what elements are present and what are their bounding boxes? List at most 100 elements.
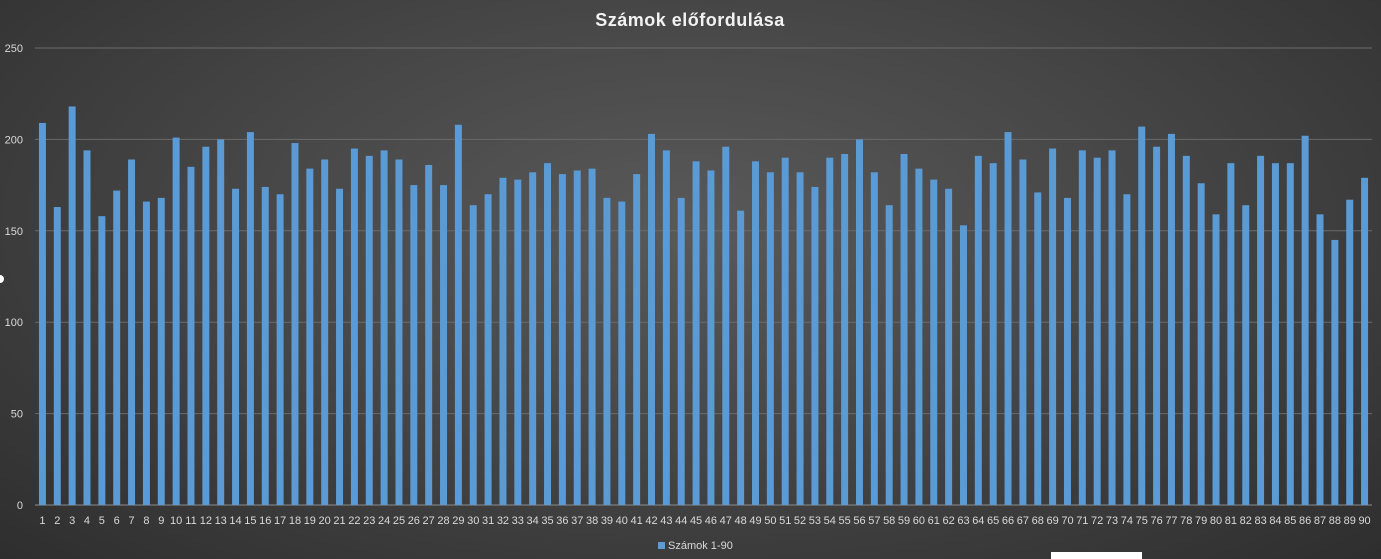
bar-78[interactable] bbox=[1182, 155, 1190, 506]
bar-89[interactable] bbox=[1346, 199, 1354, 505]
bar-75[interactable] bbox=[1138, 126, 1146, 505]
bar-6[interactable] bbox=[113, 190, 121, 506]
x-tick-label: 4 bbox=[84, 515, 90, 527]
bar-20[interactable] bbox=[321, 159, 329, 505]
bar-90[interactable] bbox=[1361, 177, 1369, 505]
bar-88[interactable] bbox=[1331, 239, 1339, 505]
bar-84[interactable] bbox=[1271, 163, 1279, 505]
x-tick-label: 44 bbox=[675, 515, 687, 527]
bar-56[interactable] bbox=[855, 139, 863, 505]
bar-17[interactable] bbox=[276, 194, 284, 506]
bar-57[interactable] bbox=[870, 172, 878, 505]
y-tick-label: 100 bbox=[5, 317, 23, 329]
bar-1[interactable] bbox=[38, 122, 46, 505]
bar-43[interactable] bbox=[662, 150, 670, 506]
x-tick-label: 84 bbox=[1269, 515, 1281, 527]
bar-66[interactable] bbox=[1004, 132, 1012, 505]
bar-63[interactable] bbox=[959, 225, 967, 506]
bar-85[interactable] bbox=[1286, 163, 1294, 505]
bar-10[interactable] bbox=[172, 137, 180, 505]
bar-32[interactable] bbox=[499, 177, 507, 505]
bar-80[interactable] bbox=[1212, 214, 1220, 505]
x-tick-label: 70 bbox=[1061, 515, 1073, 527]
bar-44[interactable] bbox=[677, 197, 685, 505]
bar-30[interactable] bbox=[469, 205, 477, 505]
bar-73[interactable] bbox=[1108, 150, 1116, 506]
bar-67[interactable] bbox=[1019, 159, 1027, 505]
bar-68[interactable] bbox=[1034, 192, 1042, 506]
bar-38[interactable] bbox=[588, 168, 596, 505]
bar-12[interactable] bbox=[202, 146, 210, 505]
bar-27[interactable] bbox=[425, 164, 433, 505]
bar-18[interactable] bbox=[291, 143, 299, 505]
bar-79[interactable] bbox=[1197, 183, 1205, 505]
bar-31[interactable] bbox=[484, 194, 492, 506]
bar-25[interactable] bbox=[395, 159, 403, 505]
bar-7[interactable] bbox=[128, 159, 136, 505]
bar-24[interactable] bbox=[380, 150, 388, 506]
bar-52[interactable] bbox=[796, 172, 804, 505]
bar-39[interactable] bbox=[603, 197, 611, 505]
bar-29[interactable] bbox=[454, 124, 462, 505]
bar-21[interactable] bbox=[336, 188, 344, 506]
bar-42[interactable] bbox=[648, 133, 655, 505]
bar-23[interactable] bbox=[365, 155, 373, 506]
bar-53[interactable] bbox=[811, 186, 819, 506]
bar-35[interactable] bbox=[544, 163, 552, 505]
bar-28[interactable] bbox=[440, 185, 448, 505]
bar-46[interactable] bbox=[707, 170, 715, 505]
bar-51[interactable] bbox=[781, 157, 789, 505]
x-tick-label: 68 bbox=[1032, 515, 1044, 527]
bar-48[interactable] bbox=[737, 210, 745, 505]
bar-2[interactable] bbox=[53, 207, 61, 505]
bar-65[interactable] bbox=[989, 163, 997, 505]
bar-37[interactable] bbox=[573, 170, 581, 505]
bar-49[interactable] bbox=[752, 161, 759, 505]
resize-handle[interactable] bbox=[0, 275, 4, 283]
bar-36[interactable] bbox=[558, 174, 566, 505]
bar-72[interactable] bbox=[1093, 157, 1101, 505]
bar-69[interactable] bbox=[1049, 148, 1057, 506]
bar-59[interactable] bbox=[900, 154, 908, 506]
bar-83[interactable] bbox=[1257, 155, 1265, 506]
bar-14[interactable] bbox=[232, 188, 240, 506]
bar-16[interactable] bbox=[261, 186, 269, 506]
bar-62[interactable] bbox=[945, 188, 953, 506]
x-tick-label: 16 bbox=[259, 515, 271, 527]
bar-70[interactable] bbox=[1063, 197, 1071, 505]
bar-61[interactable] bbox=[930, 179, 938, 505]
bar-77[interactable] bbox=[1167, 133, 1175, 505]
legend-label: Számok 1-90 bbox=[668, 540, 733, 552]
bar-3[interactable] bbox=[68, 106, 76, 505]
bar-74[interactable] bbox=[1123, 194, 1131, 506]
bar-64[interactable] bbox=[974, 155, 982, 506]
bar-4[interactable] bbox=[83, 150, 91, 506]
bar-87[interactable] bbox=[1316, 214, 1324, 505]
bar-15[interactable] bbox=[246, 132, 254, 505]
bar-41[interactable] bbox=[633, 174, 641, 505]
bar-5[interactable] bbox=[98, 216, 106, 505]
bar-40[interactable] bbox=[618, 201, 626, 505]
bar-60[interactable] bbox=[915, 168, 923, 505]
bar-82[interactable] bbox=[1242, 205, 1250, 505]
bar-86[interactable] bbox=[1301, 135, 1309, 505]
bar-81[interactable] bbox=[1227, 163, 1235, 505]
bar-58[interactable] bbox=[885, 205, 893, 505]
bar-54[interactable] bbox=[826, 157, 834, 505]
bar-22[interactable] bbox=[350, 148, 358, 506]
bar-11[interactable] bbox=[187, 166, 195, 505]
bar-71[interactable] bbox=[1078, 150, 1086, 506]
bar-26[interactable] bbox=[410, 185, 418, 505]
x-tick-label: 29 bbox=[452, 515, 464, 527]
bar-33[interactable] bbox=[514, 179, 522, 505]
bar-45[interactable] bbox=[692, 161, 700, 505]
bar-34[interactable] bbox=[529, 172, 537, 505]
bar-47[interactable] bbox=[722, 146, 730, 505]
bar-19[interactable] bbox=[306, 168, 314, 505]
bar-13[interactable] bbox=[217, 139, 225, 505]
bar-76[interactable] bbox=[1153, 146, 1161, 505]
bar-9[interactable] bbox=[157, 197, 165, 505]
bar-55[interactable] bbox=[841, 154, 849, 506]
bar-50[interactable] bbox=[766, 172, 774, 505]
bar-8[interactable] bbox=[142, 201, 150, 505]
